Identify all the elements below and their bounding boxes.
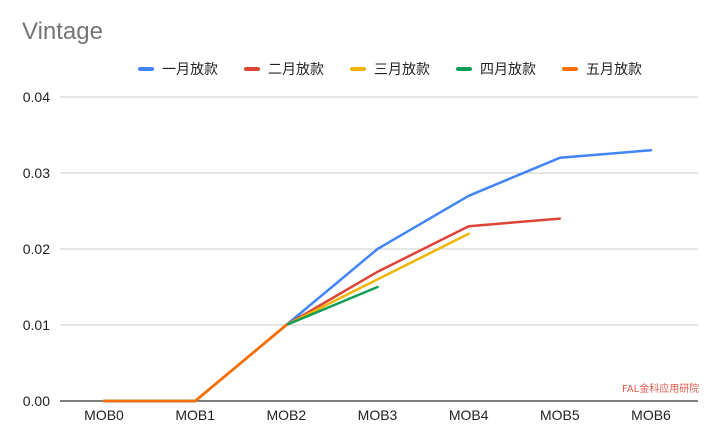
legend-item-series-3[interactable]: 三月放款 — [350, 59, 430, 79]
legend-swatch — [350, 67, 366, 71]
chart-legend: 一月放款 二月放款 三月放款 四月放款 五月放款 — [0, 58, 720, 80]
y-tick-label: 0.02 — [23, 241, 50, 257]
y-tick-label: 0.03 — [23, 165, 50, 181]
series-line-3[interactable] — [102, 232, 470, 403]
series-line-5[interactable] — [102, 323, 288, 403]
x-tick-label: MOB6 — [631, 407, 671, 423]
legend-item-series-4[interactable]: 四月放款 — [456, 59, 536, 79]
legend-label: 四月放款 — [480, 62, 536, 78]
legend-item-series-5[interactable]: 五月放款 — [562, 59, 642, 79]
series-line-1[interactable] — [102, 148, 653, 403]
y-tick-label: 0.01 — [23, 317, 50, 333]
x-tick-label: MOB5 — [540, 407, 580, 423]
legend-swatch — [456, 67, 472, 71]
series-line-2[interactable] — [102, 217, 562, 403]
chart-title: Vintage — [22, 18, 103, 45]
x-tick-label: MOB1 — [175, 407, 215, 423]
x-tick-label: MOB4 — [449, 407, 489, 423]
legend-label: 三月放款 — [374, 62, 430, 78]
legend-item-series-2[interactable]: 二月放款 — [244, 59, 324, 79]
y-tick-label: 0.00 — [23, 393, 50, 409]
legend-swatch — [138, 67, 154, 71]
x-tick-label: MOB2 — [266, 407, 306, 423]
y-axis-tick-labels: 0.00 0.01 0.02 0.03 0.04 — [23, 89, 50, 409]
legend-swatch — [244, 67, 260, 71]
watermark-text: FAL金科应用研院 — [622, 384, 700, 395]
x-tick-label: MOB0 — [84, 407, 124, 423]
series-line-4[interactable] — [102, 285, 379, 403]
x-axis-tick-labels: MOB0 MOB1 MOB2 MOB3 MOB4 MOB5 MOB6 — [84, 407, 671, 423]
legend-item-series-1[interactable]: 一月放款 — [138, 59, 218, 79]
x-tick-label: MOB3 — [358, 407, 398, 423]
legend-label: 一月放款 — [162, 62, 218, 78]
legend-swatch — [562, 67, 578, 71]
y-tick-label: 0.04 — [23, 89, 50, 105]
legend-label: 二月放款 — [268, 62, 324, 78]
series-lines — [102, 148, 653, 403]
legend-label: 五月放款 — [586, 62, 642, 78]
